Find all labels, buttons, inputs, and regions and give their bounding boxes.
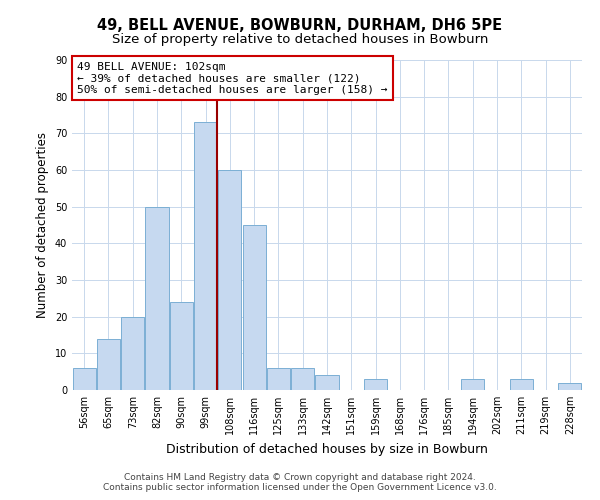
Bar	[194, 122, 217, 390]
Text: Contains public sector information licensed under the Open Government Licence v3: Contains public sector information licen…	[103, 484, 497, 492]
Bar	[559, 382, 581, 390]
Bar	[267, 368, 290, 390]
Bar	[316, 376, 338, 390]
Text: Contains HM Land Registry data © Crown copyright and database right 2024.: Contains HM Land Registry data © Crown c…	[124, 472, 476, 482]
Bar	[242, 225, 266, 390]
Bar	[364, 379, 387, 390]
Text: 49 BELL AVENUE: 102sqm
← 39% of detached houses are smaller (122)
50% of semi-de: 49 BELL AVENUE: 102sqm ← 39% of detached…	[77, 62, 388, 95]
X-axis label: Distribution of detached houses by size in Bowburn: Distribution of detached houses by size …	[166, 442, 488, 456]
Bar	[218, 170, 241, 390]
Bar	[121, 316, 144, 390]
Bar	[97, 338, 120, 390]
Bar	[461, 379, 484, 390]
Text: 49, BELL AVENUE, BOWBURN, DURHAM, DH6 5PE: 49, BELL AVENUE, BOWBURN, DURHAM, DH6 5P…	[97, 18, 503, 32]
Bar	[510, 379, 533, 390]
Bar	[170, 302, 193, 390]
Bar	[73, 368, 95, 390]
Y-axis label: Number of detached properties: Number of detached properties	[36, 132, 49, 318]
Text: Size of property relative to detached houses in Bowburn: Size of property relative to detached ho…	[112, 32, 488, 46]
Bar	[291, 368, 314, 390]
Bar	[145, 206, 169, 390]
